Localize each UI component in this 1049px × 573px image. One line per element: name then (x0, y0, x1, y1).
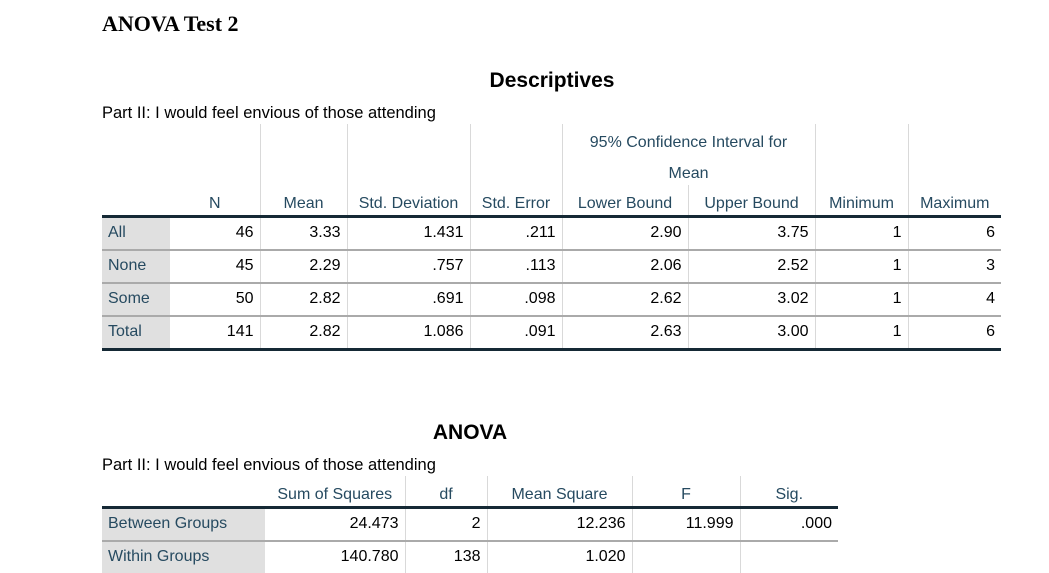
ci-header: 95% Confidence Interval for (561, 124, 816, 154)
cell: 12.236 (486, 507, 632, 541)
anova-title: ANOVA (432, 421, 508, 444)
col-header: df (404, 476, 487, 509)
row-label: Between Groups (102, 507, 265, 541)
anova-caption: Part II: I would feel envious of those a… (102, 456, 436, 474)
col-header: Mean Square (486, 476, 632, 509)
descriptives-table: 95% Confidence Interval for Mean N Mean … (102, 124, 1002, 351)
cell: 141 (170, 314, 260, 351)
cell: 2.82 (259, 281, 347, 316)
table-row: Total 141 2.82 1.086 .091 2.63 3.00 1 6 (102, 314, 1002, 351)
col-header: Mean (259, 185, 347, 218)
cell: 2.63 (561, 314, 688, 351)
cell: 2.62 (561, 281, 688, 316)
cell: 140.780 (265, 539, 405, 573)
cell: 3.00 (687, 314, 816, 351)
cell (739, 539, 838, 573)
descriptives-caption: Part II: I would feel envious of those a… (102, 104, 436, 122)
table-row: Within Groups 140.780 138 1.020 (102, 539, 838, 573)
row-label: All (102, 216, 170, 250)
table-row: Between Groups 24.473 2 12.236 11.999 .0… (102, 507, 838, 541)
cell: 2 (404, 507, 487, 541)
table-row: Some 50 2.82 .691 .098 2.62 3.02 1 4 (102, 281, 1002, 316)
cell: 1 (814, 216, 909, 250)
cell: 1 (814, 248, 909, 283)
cell: .000 (739, 507, 838, 541)
cell: .757 (346, 248, 470, 283)
col-header: N (170, 185, 260, 218)
cell: .098 (469, 281, 562, 316)
col-header: Minimum (814, 185, 909, 218)
col-header: Lower Bound (561, 185, 688, 218)
cell: 1.020 (486, 539, 632, 573)
col-header: Sig. (739, 476, 838, 509)
cell: 3.33 (259, 216, 347, 250)
cell: 1 (814, 281, 909, 316)
document-title: ANOVA Test 2 (102, 11, 239, 36)
cell: 138 (404, 539, 487, 573)
cell: 11.999 (631, 507, 740, 541)
row-label: Total (102, 314, 170, 351)
anova-table: Sum of Squares df Mean Square F Sig. Bet… (102, 476, 838, 573)
row-label: Some (102, 281, 170, 316)
cell: .691 (346, 281, 470, 316)
col-header: Sum of Squares (265, 476, 405, 509)
col-header: F (631, 476, 740, 509)
cell: 4 (907, 281, 1002, 316)
cell: .113 (469, 248, 562, 283)
cell: .211 (469, 216, 562, 250)
cell: 46 (235, 224, 254, 241)
cell (631, 539, 740, 573)
cell: 50 (170, 281, 260, 316)
cell: 1 (814, 314, 909, 351)
cell: 1.431 (346, 216, 470, 250)
col-header: Maximum (907, 185, 1002, 218)
cell: .091 (469, 314, 562, 351)
cell: 2.52 (687, 248, 816, 283)
cell: 2.82 (259, 314, 347, 351)
descriptives-title: Descriptives (489, 69, 615, 92)
cell: 1.086 (346, 314, 470, 351)
table-row: None 45 2.29 .757 .113 2.06 2.52 1 3 (102, 248, 1002, 283)
cell: 2.06 (561, 248, 688, 283)
cell: 3.75 (687, 216, 816, 250)
ci-header-mean: Mean (561, 154, 816, 185)
col-header: Std. Deviation (346, 185, 470, 218)
row-label: Within Groups (102, 539, 265, 573)
table-row: All 46 3.33 1.431 .211 2.90 3.75 1 6 (102, 216, 1002, 250)
col-header: Std. Error (469, 185, 562, 218)
cell: 2.90 (561, 216, 688, 250)
cell: 6 (907, 216, 1002, 250)
cell: 45 (170, 248, 260, 283)
cell: 2.29 (259, 248, 347, 283)
cell: 3 (907, 248, 1002, 283)
row-label: None (102, 248, 170, 283)
cell: 3.02 (687, 281, 816, 316)
cell: 6 (907, 314, 1002, 351)
cell: 24.473 (349, 515, 399, 532)
col-header: Upper Bound (687, 185, 816, 218)
